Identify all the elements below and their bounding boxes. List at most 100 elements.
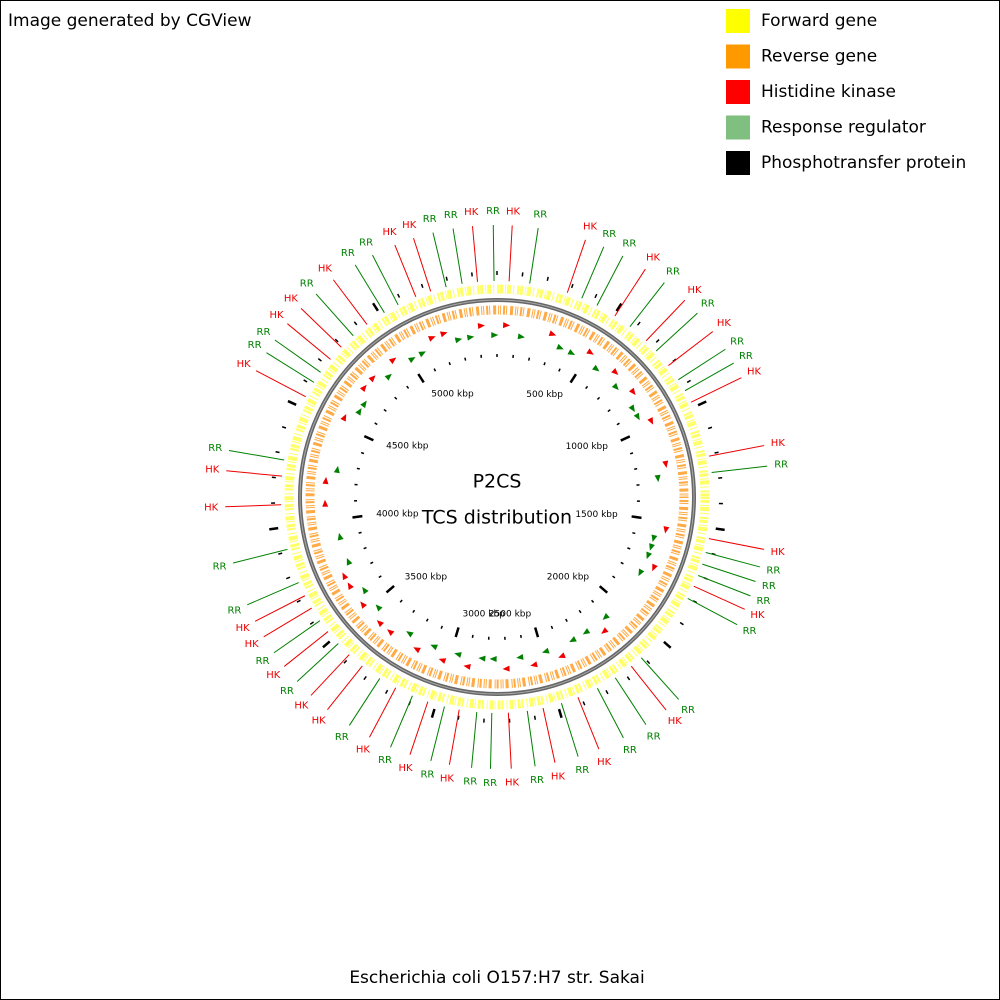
feature-label: RR xyxy=(575,765,589,776)
tick-label: 4000 kbp xyxy=(376,510,419,520)
feature-leader xyxy=(369,687,397,738)
outer-major-tick xyxy=(430,708,436,718)
minor-tick xyxy=(425,618,429,622)
feature-leader xyxy=(708,538,765,550)
feature-label: RR xyxy=(602,229,616,240)
feature-label: RR xyxy=(774,460,788,471)
feature-arrow xyxy=(652,563,658,572)
outer-minor-tick xyxy=(672,358,677,363)
feature-leader xyxy=(614,677,647,725)
outer-minor-tick xyxy=(285,576,291,580)
major-tick xyxy=(363,434,374,442)
feature-leader xyxy=(226,470,283,477)
feature-arrow xyxy=(388,357,397,365)
feature-label: RR xyxy=(378,755,392,766)
outer-minor-tick xyxy=(626,676,631,681)
feature-arrow xyxy=(556,343,564,350)
outer-major-tick xyxy=(697,400,707,407)
feature-leader xyxy=(409,701,429,755)
tick-label: 3500 kbp xyxy=(405,572,448,582)
feature-arrow xyxy=(628,387,636,396)
tick-label: 2000 kbp xyxy=(547,572,590,582)
major-tick xyxy=(620,435,631,442)
feature-arrow xyxy=(651,534,658,543)
legend-label: Response regulator xyxy=(761,118,926,138)
feature-leader xyxy=(577,697,600,750)
outer-minor-tick xyxy=(420,283,424,289)
feature-leader xyxy=(596,688,624,739)
feature-leader xyxy=(273,620,321,654)
outer-minor-tick xyxy=(533,715,537,720)
major-tick xyxy=(631,515,642,520)
outer-minor-tick xyxy=(334,338,339,343)
minor-tick xyxy=(596,396,601,400)
feature-arrow xyxy=(428,336,436,342)
feature-leader xyxy=(390,695,413,748)
outer-minor-tick xyxy=(679,621,684,626)
feature-label: RR xyxy=(530,775,544,786)
header: Image generated by CGView xyxy=(8,11,252,31)
feature-leader xyxy=(705,552,760,568)
feature-arrow xyxy=(649,543,655,551)
feature-label: RR xyxy=(335,732,349,743)
outer-minor-tick xyxy=(546,276,549,281)
feature-leader xyxy=(508,225,513,282)
feature-label: HK xyxy=(237,359,252,370)
feature-label: RR xyxy=(256,656,270,667)
feature-arrow xyxy=(340,414,347,422)
feature-leader xyxy=(471,712,478,768)
feature-leader xyxy=(690,377,742,403)
feature-label: HK xyxy=(236,623,251,634)
feature-label: RR xyxy=(681,705,695,716)
minor-tick xyxy=(550,625,554,630)
legend-swatch xyxy=(726,9,750,33)
feature-label: HK xyxy=(646,252,661,263)
feature-label: RR xyxy=(227,605,241,616)
feature-arrow xyxy=(454,652,462,658)
feature-arrow xyxy=(360,601,367,609)
outer-minor-tick xyxy=(714,451,719,454)
feature-arrow xyxy=(567,349,576,356)
feature-arrow xyxy=(601,627,609,634)
feature-arrow xyxy=(548,330,557,337)
major-tick xyxy=(533,627,540,638)
outer-minor-tick xyxy=(594,293,598,299)
major-tick xyxy=(417,373,425,384)
feature-arrow xyxy=(375,604,383,612)
forward-gene-band xyxy=(284,284,710,710)
feature-label: HK xyxy=(551,771,566,782)
minor-tick xyxy=(519,634,522,639)
minor-tick xyxy=(406,385,410,389)
outer-minor-tick xyxy=(646,660,651,665)
minor-tick xyxy=(627,547,631,550)
feature-arrow xyxy=(582,628,591,635)
minor-tick xyxy=(471,634,474,639)
feature-leader xyxy=(247,582,299,606)
feature-label: HK xyxy=(750,610,765,621)
minor-tick xyxy=(629,452,634,455)
feature-leader xyxy=(432,232,447,288)
minor-tick xyxy=(440,625,444,629)
feature-label: RR xyxy=(533,209,547,220)
outer-minor-tick xyxy=(397,293,401,298)
feature-leader xyxy=(645,299,686,342)
outer-minor-tick xyxy=(384,689,389,695)
minor-tick xyxy=(565,618,568,622)
feature-label: RR xyxy=(762,581,776,592)
feature-label: RR xyxy=(666,267,680,278)
feature-label: HK xyxy=(204,502,219,513)
feature-arrow xyxy=(322,476,329,485)
outer-minor-tick xyxy=(343,659,348,664)
outer-minor-tick xyxy=(363,675,367,681)
minor-tick xyxy=(374,422,378,426)
feature-label: HK xyxy=(771,438,786,449)
minor-tick xyxy=(370,561,374,565)
feature-leader xyxy=(526,710,536,767)
outer-minor-tick xyxy=(278,552,283,555)
feature-arrow xyxy=(438,658,447,664)
feature-arrow xyxy=(478,655,486,662)
feature-label: HK xyxy=(597,757,612,768)
